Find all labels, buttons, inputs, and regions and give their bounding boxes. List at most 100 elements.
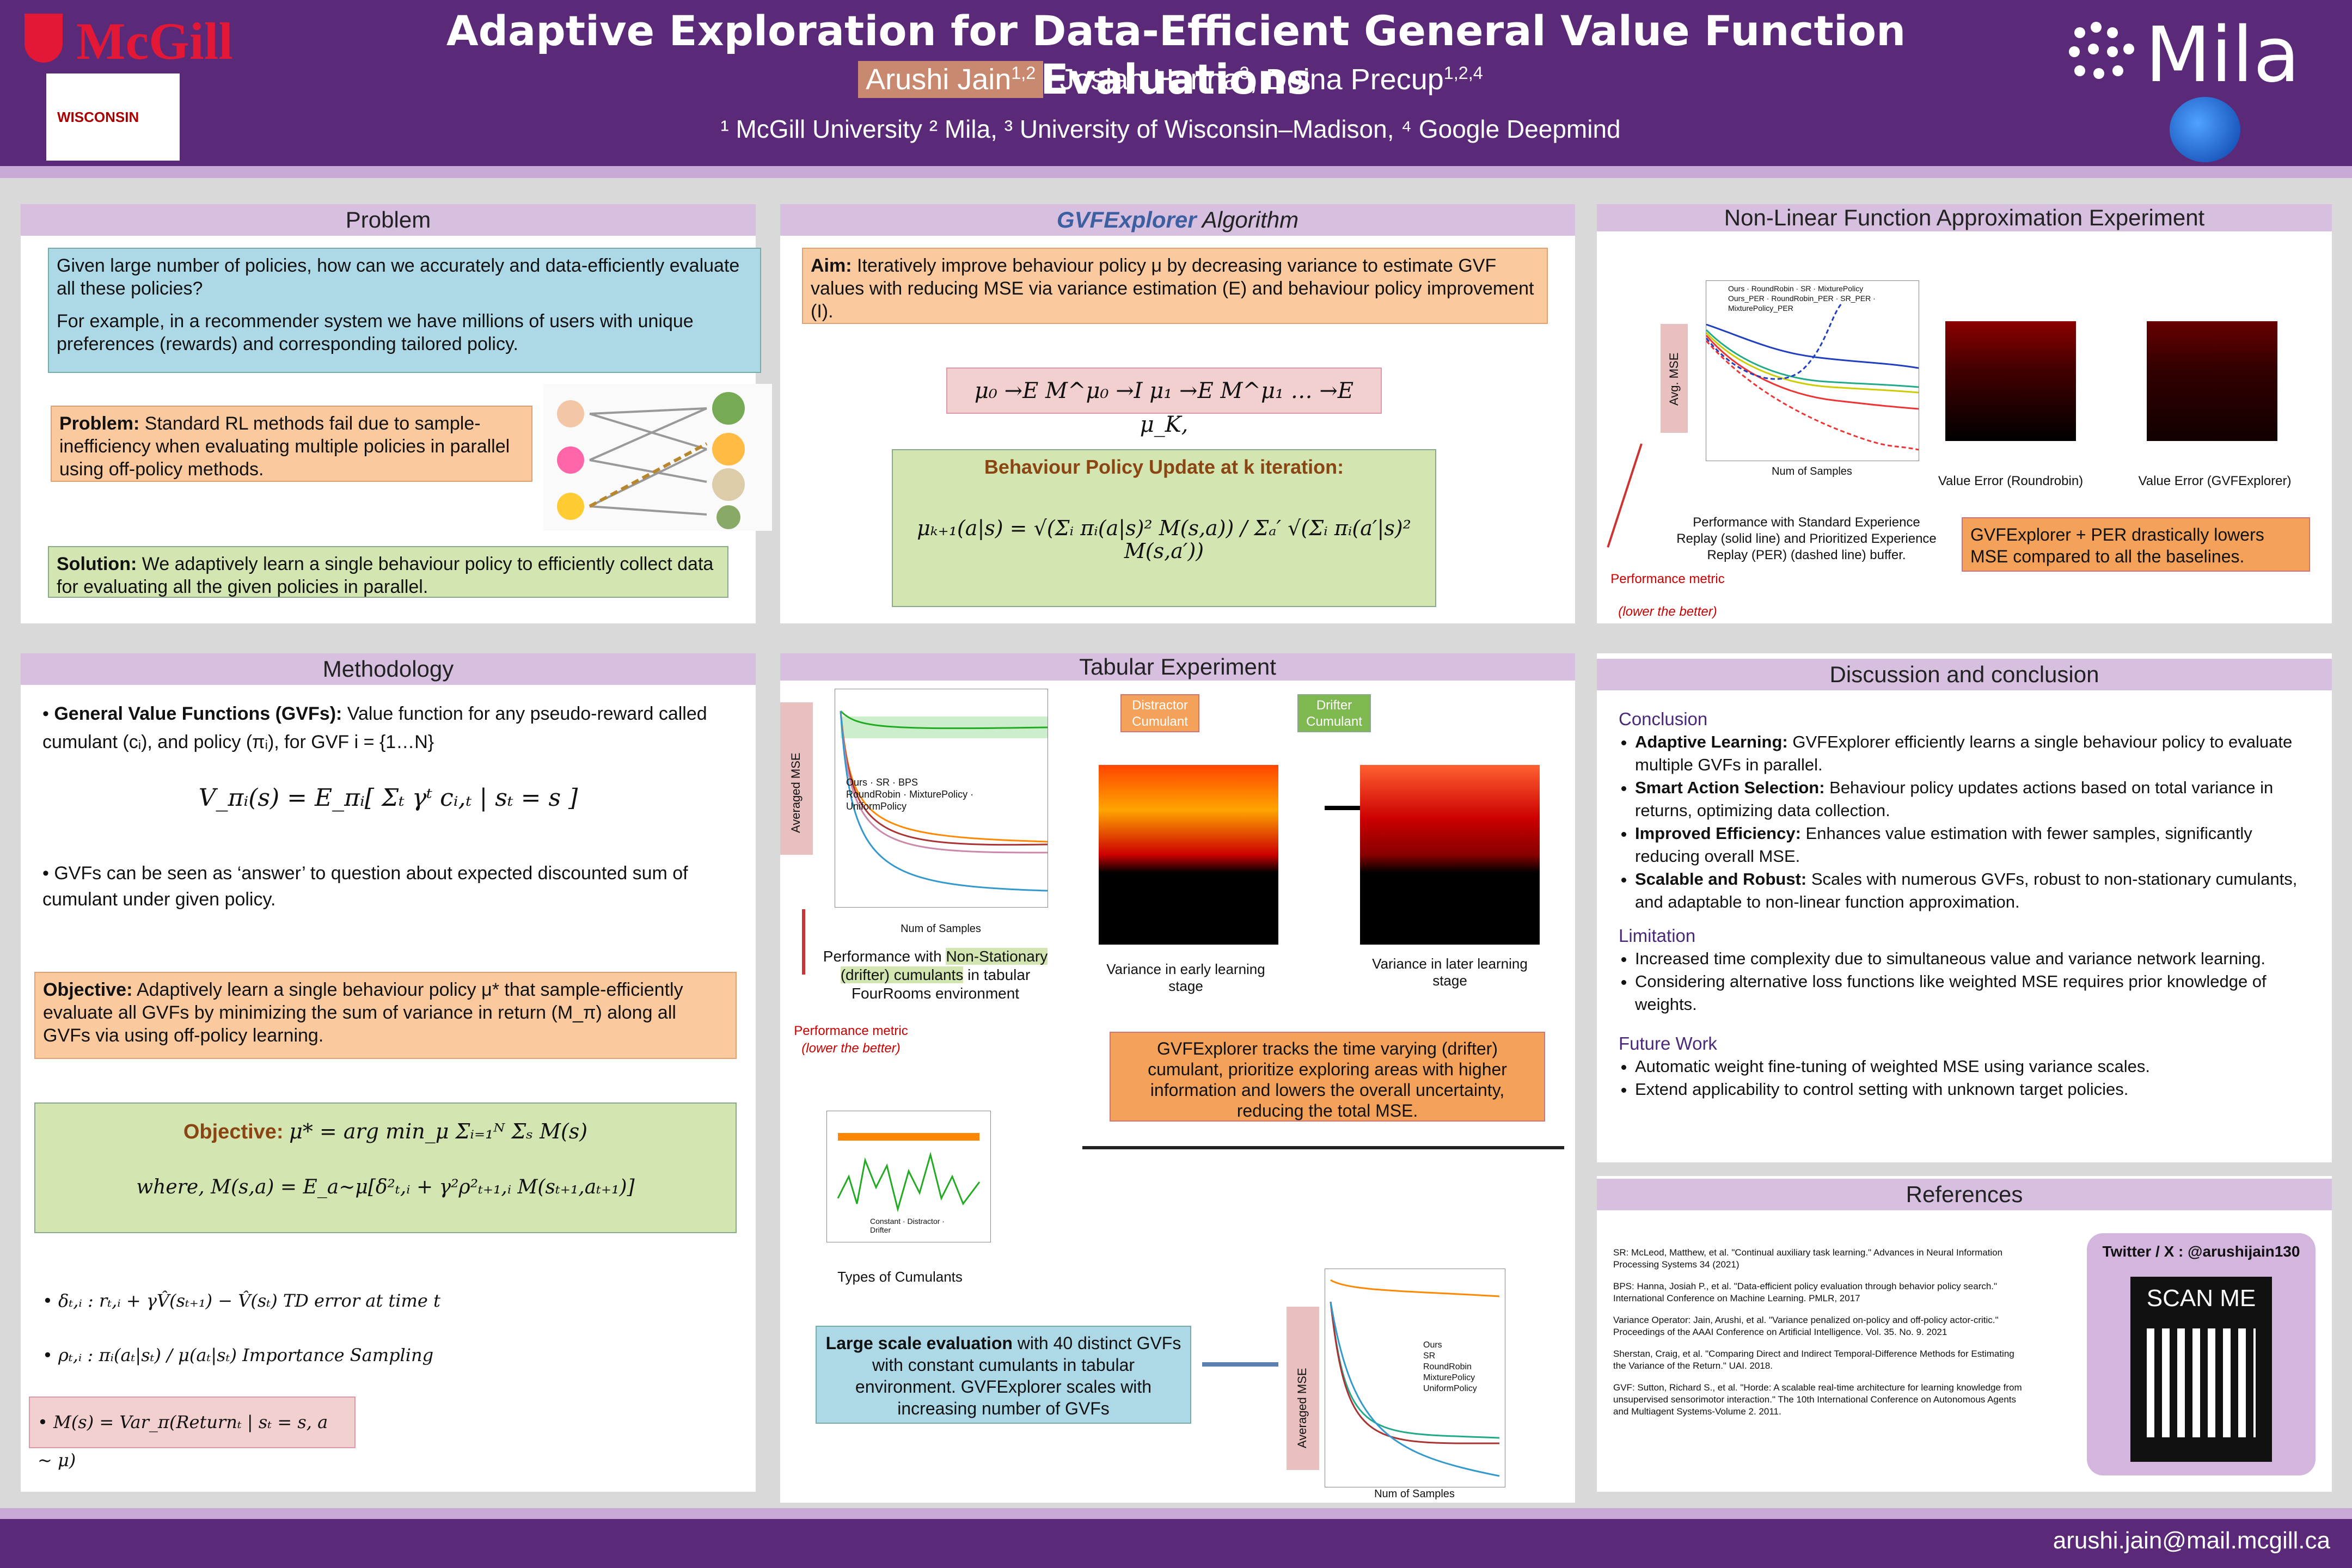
importance-sampling-text: ρₜ,ᵢ : πᵢ(aₜ|sₜ) / μ(aₜ|sₜ) Importance S… [58, 1345, 434, 1365]
mila-logo: Mila [2145, 11, 2300, 100]
nl-legend-5: RoundRobin_PER [1771, 294, 1834, 303]
footer-bar [0, 1519, 2352, 1568]
problem-heading: Problem [21, 204, 756, 236]
gvf-text: Value function for any pseudo-reward cal… [42, 703, 707, 752]
variance-early-heatmap [1099, 765, 1278, 945]
objective-eq: μ* = arg min_μ Σᵢ₌₁ᴺ Σₛ M(s) [289, 1119, 588, 1143]
nonlinear-caption: Performance with Standard Experience Rep… [1676, 515, 1937, 562]
conclusion-item-label: Smart Action Selection: [1635, 778, 1825, 797]
heatmap-roundrobin [1945, 321, 2076, 441]
author-jain: Arushi Jain [866, 63, 1012, 96]
lg-legend-3: MixturePolicy [1423, 1373, 1475, 1382]
future-title: Future Work [1619, 1033, 1717, 1054]
heatmap-roundrobin-caption: Value Error (Roundrobin) [1938, 474, 2084, 488]
large-scale-box: Large scale evaluation with 40 distinct … [816, 1326, 1191, 1424]
gvf-definition: • General Value Functions (GVFs): Value … [42, 703, 707, 752]
tb-legend-5: UniformPolicy [846, 801, 907, 812]
conclusion-list: Adaptive Learning: GVFExplorer efficient… [1619, 731, 2321, 914]
variance-transition-arrow [1325, 806, 1379, 810]
solution-box: Solution: We adaptively learn a single b… [48, 546, 728, 598]
drifter-label: Drifter Cumulant [1297, 694, 1371, 732]
conclusion-item-text: Scales with numerous GVFs, robust to non… [1635, 869, 2298, 911]
lg-legend-1: SR [1423, 1351, 1436, 1361]
nl-legend-4: Ours_PER [1728, 294, 1765, 303]
future-item: Automatic weight fine-tuning of weighted… [1635, 1055, 2321, 1078]
reference-item: BPS: Hanna, Josiah P., et al. "Data-effi… [1613, 1281, 1998, 1303]
tabular-panel: Tabular Experiment Averaged MSE Ours · S… [780, 653, 1575, 1503]
author-hanna: , Josiah Hanna [1043, 63, 1240, 96]
algorithm-heading-rest: Algorithm [1196, 207, 1299, 232]
nl-legend-1: RoundRobin [1751, 284, 1794, 293]
nl-legend-2: SR [1800, 284, 1811, 293]
tb-legend-3: RoundRobin [846, 789, 901, 800]
methodology-heading: Methodology [21, 653, 756, 685]
nonlinear-curves [1705, 302, 1919, 451]
td-error: • δₜ,ᵢ : rₜ,ᵢ + γV̂(sₜ₊₁) − V̂(sₜ) TD er… [42, 1290, 440, 1311]
qr-frame: SCAN ME [2130, 1277, 2272, 1462]
lg-legend-4: UniformPolicy [1423, 1384, 1477, 1393]
scan-me-label: SCAN ME [2146, 1285, 2256, 1312]
cum-legend-0: Constant [870, 1217, 901, 1226]
cum-legend-2: Drifter [870, 1226, 891, 1234]
value-equation: V_πᵢ(s) = E_πᵢ[ Σₜ γᵗ cᵢ,ₜ | sₜ = s ] [198, 784, 578, 812]
limitation-title: Limitation [1619, 926, 1696, 946]
problem-question: Given large number of policies, how can … [57, 255, 740, 299]
conclusion-item: Smart Action Selection: Behaviour policy… [1635, 776, 2321, 822]
td-error-text: δₜ,ᵢ : rₜ,ᵢ + γV̂(sₜ₊₁) − V̂(sₜ) TD erro… [58, 1290, 440, 1311]
large-scale-plot: Ours SR RoundRobin MixturePolicy UniformPoli… [1325, 1269, 1505, 1487]
author-precup: , Doina Precup [1249, 63, 1444, 96]
mcgill-shield-icon [24, 14, 63, 63]
where-eq: where, M(s,a) = E_a~μ[δ²ₜ,ᵢ + γ²ρ²ₜ₊₁,ᵢ … [136, 1176, 635, 1198]
mila-dots-icon [2069, 22, 2134, 79]
tabular-arrow [802, 909, 805, 975]
tabular-ylabel-box: Averaged MSE [780, 702, 813, 855]
conclusion-item-label: Scalable and Robust: [1635, 869, 1807, 889]
wisconsin-logo: WISCONSIN [46, 74, 180, 161]
qr-code-icon[interactable] [2147, 1328, 2256, 1437]
lg-legend-2: RoundRobin [1423, 1362, 1472, 1371]
update-title: Behaviour Policy Update at k iteration: [984, 456, 1344, 478]
reference-item: Sherstan, Craig, et al. "Comparing Direc… [1613, 1349, 2014, 1371]
wisconsin-logo-text: WISCONSIN [57, 109, 139, 125]
limitation-item: Considering alternative loss functions l… [1635, 970, 2321, 1016]
variance-later-heatmap [1360, 765, 1540, 945]
conclusion-item-text: Enhances value estimation with fewer sam… [1635, 824, 2252, 866]
conclusion-title: Conclusion [1619, 709, 1708, 729]
algorithm-name: GVFExplorer [1056, 207, 1197, 232]
nl-legend-6: SR_PER [1840, 294, 1871, 303]
future-list: Automatic weight fine-tuning of weighted… [1619, 1055, 2321, 1101]
nonlinear-panel: Non-Linear Function Approximation Experi… [1597, 204, 2332, 623]
conclusion-item: Adaptive Learning: GVFExplorer efficient… [1635, 731, 2321, 776]
variance-early-caption: Variance in early learning stage [1106, 961, 1265, 994]
discussion-panel: Discussion and conclusion Conclusion Ada… [1597, 653, 2332, 1162]
tabular-legend: Ours · SR · BPS RoundRobin · MixturePoli… [846, 777, 974, 812]
conclusion-item-label: Adaptive Learning: [1635, 732, 1788, 751]
nonlinear-heading: Non-Linear Function Approximation Experi… [1597, 204, 2332, 231]
conclusion-item: Scalable and Robust: Scales with numerou… [1635, 868, 2321, 914]
mcgill-logo: McGill [76, 12, 233, 70]
header-bar [0, 0, 2352, 166]
nonlinear-ylabel: Avg. MSE [1667, 352, 1681, 406]
tabular-heading: Tabular Experiment [780, 653, 1575, 681]
discussion-body: Conclusion Adaptive Learning: GVFExplore… [1619, 708, 2321, 1101]
contact-email[interactable]: arushi.jain@mail.mcgill.ca [2053, 1527, 2330, 1554]
limitation-item: Increased time complexity due to simulta… [1635, 947, 2321, 970]
nl-legend-3: MixturePolicy [1818, 284, 1864, 293]
author-precup-affil: 1,2,4 [1443, 63, 1483, 83]
cumulant-legend: Constant · Distractor · Drifter [870, 1217, 945, 1234]
conclusion-item-label: Improved Efficiency: [1635, 824, 1801, 843]
aim-label: Aim: [811, 255, 852, 276]
large-scale-curves [1330, 1279, 1500, 1477]
distractor-label: Distractor Cumulant [1120, 694, 1199, 732]
reference-item: GVF: Sutton, Richard S., et al. "Horde: … [1613, 1382, 2022, 1417]
problem-example: For example, in a recommender system we … [57, 311, 694, 354]
conclusion-item: Improved Efficiency: Enhances value esti… [1635, 822, 2321, 868]
author-list: Arushi Jain1,2 , Josiah Hanna3, Doina Pre… [436, 61, 1906, 98]
variance-definition: • M(s) = Var_π(Returnₜ | sₜ = s, a ~ μ) [29, 1396, 356, 1471]
conclusion-item-text: GVFExplorer efficiently learns a single … [1635, 732, 2293, 774]
tabular-xlabel: Num of Samples [901, 923, 981, 935]
nonlinear-metric-note: (lower the better) [1618, 604, 1717, 619]
algorithm-chain: μ₀ →E M^μ₀ →I μ₁ →E M^μ₁ … →E μ_K, [946, 367, 1382, 437]
methodology-panel: Methodology • General Value Functions (G… [21, 653, 756, 1492]
tabular-caption-b: in tabular FourRooms environment [851, 966, 1031, 1002]
